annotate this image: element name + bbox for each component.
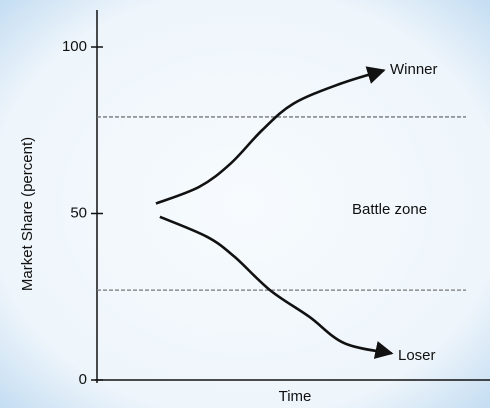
y-tick-label: 100 <box>62 38 87 55</box>
y-tick-label: 0 <box>79 371 87 388</box>
x-axis-label: Time <box>279 388 312 405</box>
y-axis-label: Market Share (percent) <box>19 137 36 291</box>
line-series <box>159 215 394 359</box>
line-series <box>155 66 386 205</box>
annotation: Winner <box>390 61 438 78</box>
annotation: Loser <box>398 347 436 364</box>
annotation: Battle zone <box>352 201 427 218</box>
y-tick-label: 50 <box>70 204 87 221</box>
